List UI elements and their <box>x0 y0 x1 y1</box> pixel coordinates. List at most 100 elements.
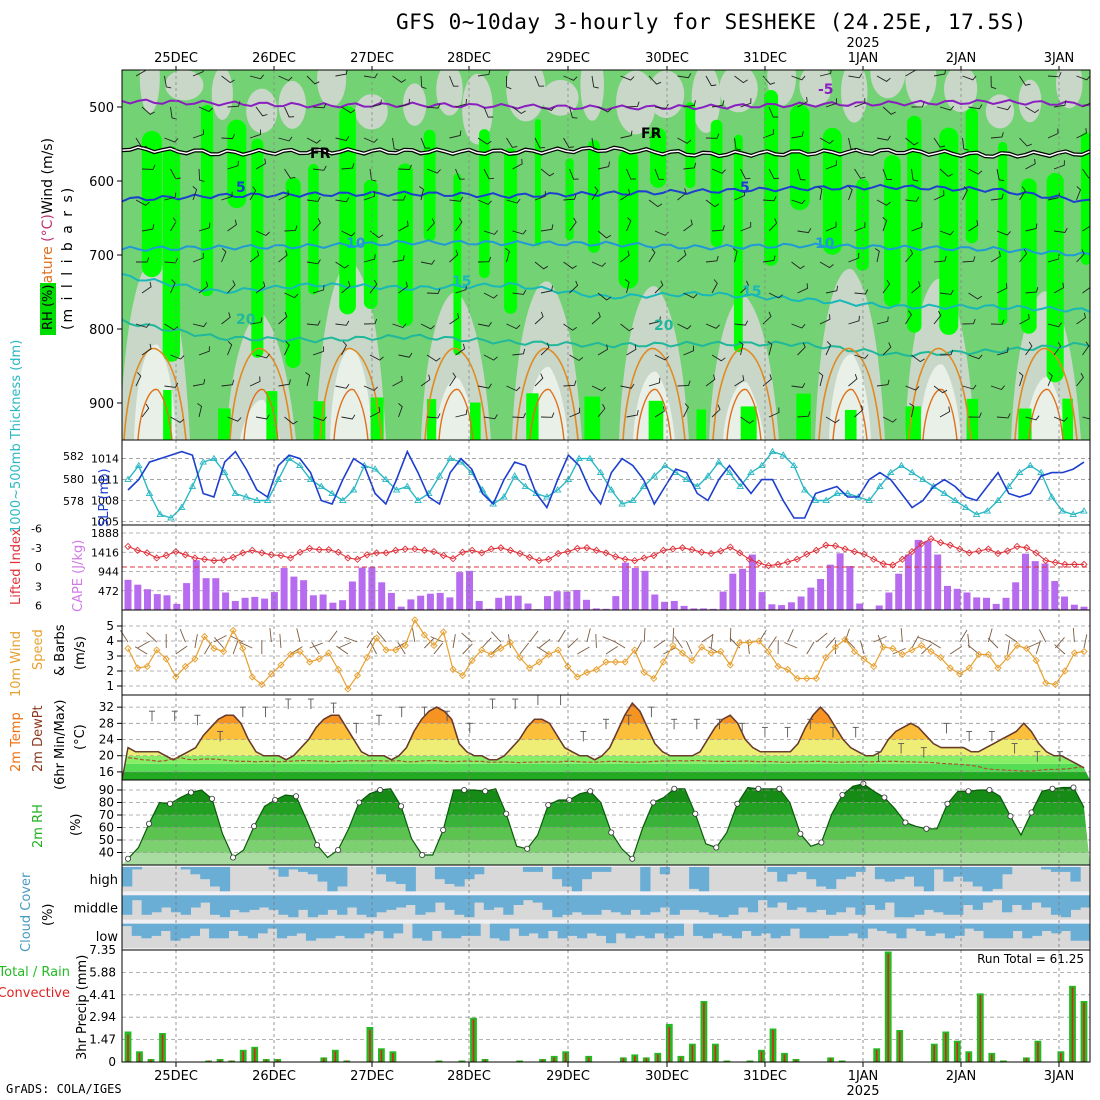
cloud-bar <box>786 895 798 910</box>
cloud-bar <box>857 923 868 939</box>
cape-bar <box>670 601 678 610</box>
credit-label: GrADS: COLA/IGES <box>6 1082 122 1096</box>
cape-bar <box>983 597 990 610</box>
wind-barb <box>420 137 431 149</box>
cloud-bar <box>460 923 471 936</box>
lifted-index-point <box>420 546 428 554</box>
wind-speed-point <box>908 646 916 654</box>
wind-barb <box>987 637 999 649</box>
moist-column <box>939 127 959 335</box>
cloud-bar <box>1050 867 1062 872</box>
precip-convective-bar <box>945 1033 947 1062</box>
wind-barb <box>278 75 293 82</box>
wind-barb <box>455 409 468 418</box>
warm-contour <box>333 388 369 440</box>
moist-column <box>1020 178 1037 334</box>
wind-barb <box>194 634 198 649</box>
wind-barb <box>928 640 941 649</box>
warm-contour <box>123 347 187 440</box>
wind-barb <box>591 75 599 89</box>
cape-bar <box>261 598 269 610</box>
moist-column-low <box>648 400 664 440</box>
wind-barb <box>506 137 518 148</box>
rh-legend-label: RH (%) <box>41 285 56 330</box>
thickness-point <box>586 454 594 462</box>
cape-bar <box>631 568 639 610</box>
wind-ylabel-c: & Barbs <box>53 624 68 676</box>
cape-bar <box>709 608 717 610</box>
cape-bar <box>787 602 795 610</box>
cloud-bar <box>190 895 201 908</box>
upper-air-ylabel: Temperature (°C)Wind (m/s) <box>40 138 56 336</box>
wind-barb <box>249 317 263 325</box>
upper-air-ylabel-part: (m/s) <box>40 138 56 179</box>
cape-bar <box>934 554 942 610</box>
lifted-index-point <box>200 555 209 563</box>
wind-barb <box>816 632 828 643</box>
wind-barb <box>1047 372 1053 387</box>
cape-bar <box>904 554 912 610</box>
wind-barb <box>1082 341 1090 356</box>
cape-bar <box>339 600 347 610</box>
lifted-index-point <box>898 555 906 563</box>
wind-barb <box>597 106 612 113</box>
wind-barb <box>705 323 720 329</box>
moist-column <box>1080 132 1090 265</box>
wind-barb <box>534 373 544 387</box>
cape-bar <box>524 603 532 610</box>
cloud-level-label: middle <box>74 902 118 917</box>
precip-convective-bar <box>691 1045 694 1062</box>
cloud-bar <box>983 923 994 939</box>
wind-barb <box>933 310 942 325</box>
wind-barb <box>626 168 636 180</box>
thickness-point <box>951 496 959 503</box>
cloud-bar <box>826 867 837 889</box>
lifted-index-point <box>219 556 228 564</box>
wind-speed-point <box>640 668 648 677</box>
y-tick-label: 24 <box>99 733 114 747</box>
lifted-index-point <box>334 548 342 556</box>
wind-barb <box>591 385 606 392</box>
precip-tick-label: 0 <box>108 1055 116 1069</box>
wind-speed-point <box>831 643 840 651</box>
moist-column <box>965 108 979 244</box>
wind-speed-point <box>162 655 170 663</box>
lifted-index-point <box>1070 560 1079 569</box>
cloud-bar <box>298 895 309 910</box>
wind-barb <box>197 403 203 418</box>
thickness-point <box>994 496 1002 503</box>
bottom-day-label: 29DEC <box>546 1069 590 1084</box>
wind-speed-point <box>344 685 352 693</box>
thickness-point <box>629 496 637 503</box>
wind-barb <box>848 253 860 263</box>
top-day-label: 26DEC <box>252 51 296 66</box>
cloud-bar <box>601 867 612 872</box>
wind-barb <box>1082 281 1090 294</box>
wind-barb <box>825 221 837 232</box>
cloud-bar <box>962 867 974 882</box>
warm-contour <box>922 388 958 440</box>
precip-convective-bar <box>230 1060 233 1062</box>
cloud-bar <box>532 895 543 903</box>
cloud-bar <box>131 895 143 901</box>
wind-barb <box>170 416 185 423</box>
wind-barb <box>506 385 521 392</box>
moist-column-low <box>966 398 979 440</box>
wind-speed-point <box>1080 647 1088 656</box>
cloud-bar <box>1021 895 1032 910</box>
cloud-bar <box>327 895 338 910</box>
cloud-bar <box>659 895 671 908</box>
wind-barb <box>968 168 983 175</box>
cape-bar <box>514 595 522 610</box>
wind-barb <box>269 628 272 643</box>
thickness-point <box>403 482 412 489</box>
wind-speed-point <box>822 653 830 662</box>
cape-bar <box>612 596 620 610</box>
cloud-bar <box>577 923 588 939</box>
lifted-index-point <box>583 544 591 552</box>
thickness-point <box>210 454 218 462</box>
rh-bands <box>122 783 1090 865</box>
cloud-bar <box>335 923 346 936</box>
wind-barb <box>967 644 980 655</box>
cloud-bar <box>151 895 162 913</box>
